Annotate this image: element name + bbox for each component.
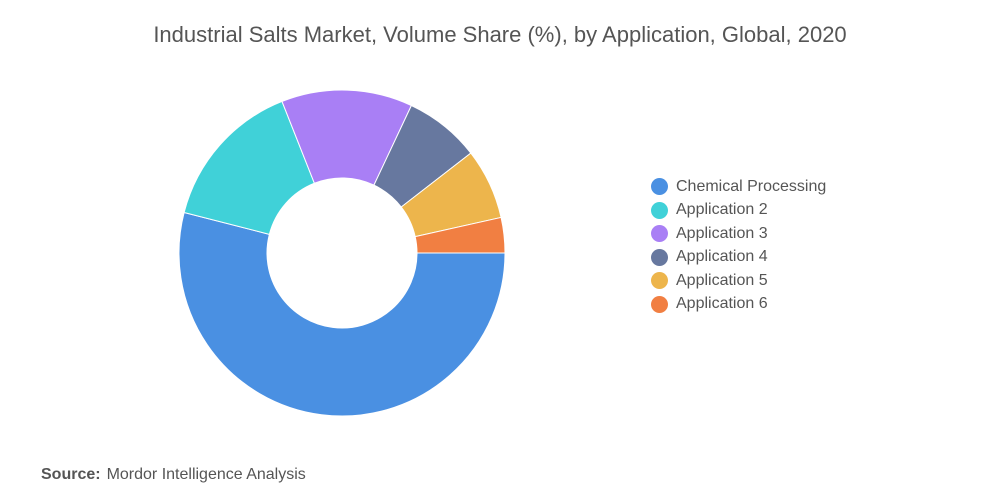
source-note: Source: Mordor Intelligence Analysis	[41, 466, 306, 484]
legend-item-3: Application 3	[651, 222, 826, 246]
legend-label: Application 5	[676, 271, 768, 289]
legend-swatch	[651, 178, 668, 196]
legend-label: Application 3	[676, 224, 768, 242]
legend-item-2: Application 2	[651, 199, 826, 223]
legend-item-4: Application 4	[651, 246, 826, 270]
donut-slice-2	[183, 100, 316, 235]
legend-swatch	[651, 201, 668, 219]
legend-item-6: Application 6	[651, 293, 826, 317]
chart-legend: Chemical Processing Application 2 Applicat…	[651, 175, 826, 316]
legend-item-5: Application 5	[651, 269, 826, 293]
legend-swatch	[651, 225, 668, 243]
legend-label: Application 6	[676, 295, 768, 313]
source-text: Mordor Intelligence Analysis	[106, 466, 306, 483]
legend-label: Application 4	[676, 248, 768, 266]
legend-item-1: Chemical Processing	[651, 175, 826, 199]
chart-title: Industrial Salts Market, Volume Share (%…	[153, 22, 847, 47]
source-label: Source:	[41, 466, 101, 483]
donut-slice-6	[414, 216, 506, 254]
legend-swatch	[651, 272, 668, 290]
donut-slice-1	[178, 211, 506, 417]
legend-swatch	[651, 248, 668, 266]
legend-label: Application 2	[676, 201, 768, 219]
legend-label: Chemical Processing	[676, 177, 827, 195]
legend-swatch	[651, 295, 668, 313]
